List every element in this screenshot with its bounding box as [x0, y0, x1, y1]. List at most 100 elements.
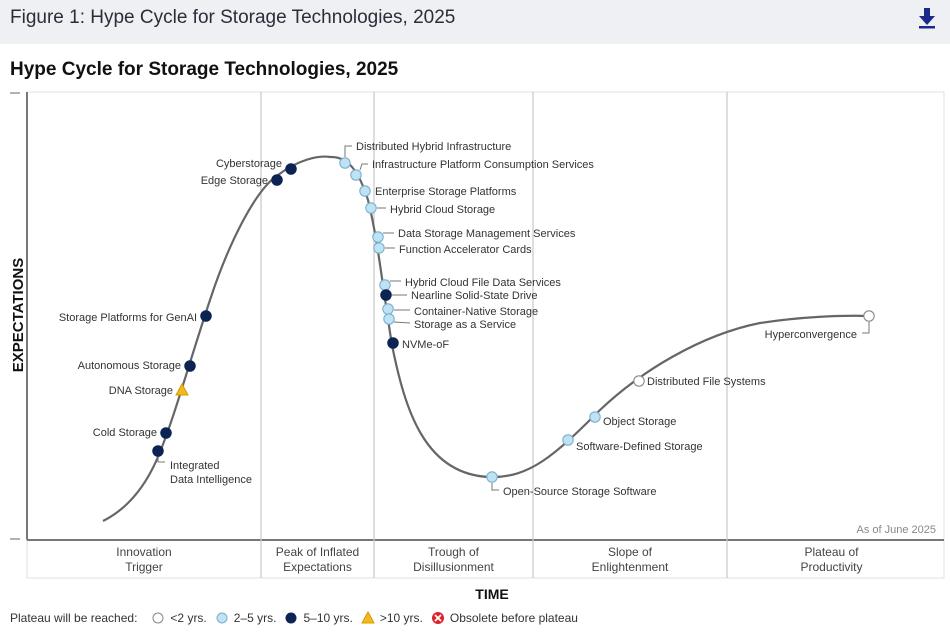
- leader-line: [359, 163, 368, 171]
- point-label: Object Storage: [603, 416, 676, 428]
- figure-header: Figure 1: Hype Cycle for Storage Technol…: [0, 0, 950, 44]
- legend-label: <2 yrs.: [170, 611, 207, 625]
- marker-circle: [152, 445, 164, 457]
- marker-circle: [271, 174, 283, 186]
- marker-circle: [387, 337, 399, 349]
- point-label: Autonomous Storage: [78, 360, 181, 372]
- leader-line: [862, 322, 870, 334]
- x-axis-label: TIME: [475, 586, 508, 602]
- data-point: Autonomous Storage: [78, 360, 196, 372]
- point-label: Storage Platforms for GenAI: [59, 312, 197, 324]
- data-point: Object Storage: [589, 411, 676, 428]
- point-label: Nearline Solid-State Drive: [411, 290, 538, 302]
- leader-line: [491, 483, 499, 491]
- marker-circle: [372, 231, 384, 243]
- point-label: Hyperconvergence: [765, 329, 857, 341]
- data-point: Storage Platforms for GenAI: [59, 310, 212, 324]
- curve-layer: [102, 155, 871, 522]
- point-label: Infrastructure Platform Consumption Serv…: [372, 159, 594, 171]
- download-icon[interactable]: [917, 6, 937, 30]
- point-label: Edge Storage: [201, 175, 268, 187]
- phase-label: Trough of Disillusionment: [413, 545, 494, 574]
- legend-item: Obsolete before plateau: [431, 611, 578, 625]
- marker-circle: [380, 289, 392, 301]
- point-label: DNA Storage: [109, 385, 173, 397]
- legend-label: >10 yrs.: [379, 611, 423, 625]
- data-point: Infrastructure Platform Consumption Serv…: [350, 159, 594, 181]
- legend-item: 5–10 yrs.: [284, 611, 353, 625]
- data-point: Nearline Solid-State Drive: [380, 289, 538, 302]
- point-label: Software-Defined Storage: [576, 441, 703, 453]
- legend: Plateau will be reached: <2 yrs. 2–5 yrs.…: [10, 611, 578, 625]
- data-point: Data Storage Management Services: [372, 228, 576, 243]
- point-label: Hybrid Cloud File Data Services: [405, 277, 561, 289]
- marker-circle: [285, 163, 297, 175]
- points-layer: Integrated Data Intelligence Cold Storage D…: [59, 141, 875, 498]
- data-point: Container-Native Storage: [382, 303, 538, 318]
- data-point: Hyperconvergence: [765, 310, 875, 341]
- data-point: Function Accelerator Cards: [373, 242, 532, 256]
- marker-circle: [365, 202, 377, 214]
- point-label: NVMe-oF: [402, 339, 449, 351]
- chart-title: Hype Cycle for Storage Technologies, 202…: [10, 59, 399, 80]
- marker-circle: [379, 279, 391, 291]
- marker-circle: [382, 303, 394, 315]
- point-label: Storage as a Service: [414, 319, 516, 331]
- marker-circle: [383, 313, 395, 325]
- point-label: Function Accelerator Cards: [399, 244, 532, 256]
- phase-label: Peak of Inflated Expectations: [276, 545, 359, 574]
- point-label: Container-Native Storage: [414, 306, 538, 318]
- point-label: Integrated Data Intelligence: [170, 460, 252, 486]
- marker-circle: [184, 360, 196, 372]
- leader-line: [157, 457, 165, 463]
- phase-label: Plateau of Productivity: [800, 545, 862, 574]
- leader-line: [344, 145, 352, 157]
- marker-circle: [350, 169, 362, 181]
- data-point: Enterprise Storage Platforms: [359, 185, 517, 198]
- phase-band: [26, 539, 945, 579]
- legend-item: <2 yrs.: [151, 611, 207, 625]
- marker-circle: [589, 411, 601, 423]
- point-label: Cyberstorage: [216, 158, 282, 170]
- legend-marker-icon: [360, 611, 375, 624]
- data-point: Hybrid Cloud File Data Services: [379, 277, 561, 291]
- figure-title: Figure 1: Hype Cycle for Storage Technol…: [10, 7, 456, 28]
- as-of-annotation: As of June 2025: [856, 524, 936, 536]
- marker-circle: [863, 310, 875, 322]
- data-point: Storage as a Service: [383, 313, 516, 331]
- data-point: NVMe-oF: [387, 337, 449, 351]
- marker-triangle: [175, 382, 189, 396]
- point-label: Distributed File Systems: [647, 376, 766, 388]
- legend-item: 2–5 yrs.: [215, 611, 277, 625]
- data-point: Distributed File Systems: [633, 375, 766, 388]
- legend-label: Obsolete before plateau: [449, 611, 578, 625]
- legend-item: >10 yrs.: [360, 611, 423, 625]
- legend-marker-icon: [152, 612, 164, 624]
- data-point: Open-Source Storage Software: [486, 471, 656, 498]
- point-label: Distributed Hybrid Infrastructure: [356, 141, 511, 153]
- data-point: Edge Storage: [201, 174, 283, 187]
- data-point: DNA Storage: [109, 382, 189, 397]
- marker-circle: [562, 434, 574, 446]
- phase-label: Innovation Trigger: [116, 545, 171, 574]
- marker-circle: [373, 242, 385, 254]
- marker-circle: [486, 471, 498, 483]
- hype-curve: [102, 155, 871, 522]
- marker-circle: [359, 185, 371, 197]
- legend-title: Plateau will be reached:: [10, 611, 138, 625]
- point-label: Cold Storage: [93, 427, 157, 439]
- phase-label: Slope of Enlightenment: [592, 545, 669, 574]
- data-point: Software-Defined Storage: [562, 434, 703, 453]
- legend-marker-icon: [285, 612, 297, 624]
- legend-marker-icon: [216, 612, 228, 624]
- legend-label: 2–5 yrs.: [233, 611, 277, 625]
- marker-circle: [633, 375, 645, 387]
- point-label: Data Storage Management Services: [398, 228, 576, 240]
- plot-area: [26, 91, 945, 541]
- data-point: Distributed Hybrid Infrastructure: [339, 141, 511, 169]
- marker-circle: [339, 157, 351, 169]
- data-point: Cyberstorage: [216, 158, 297, 175]
- data-point: Cold Storage: [93, 427, 172, 439]
- legend-label: 5–10 yrs.: [303, 611, 353, 625]
